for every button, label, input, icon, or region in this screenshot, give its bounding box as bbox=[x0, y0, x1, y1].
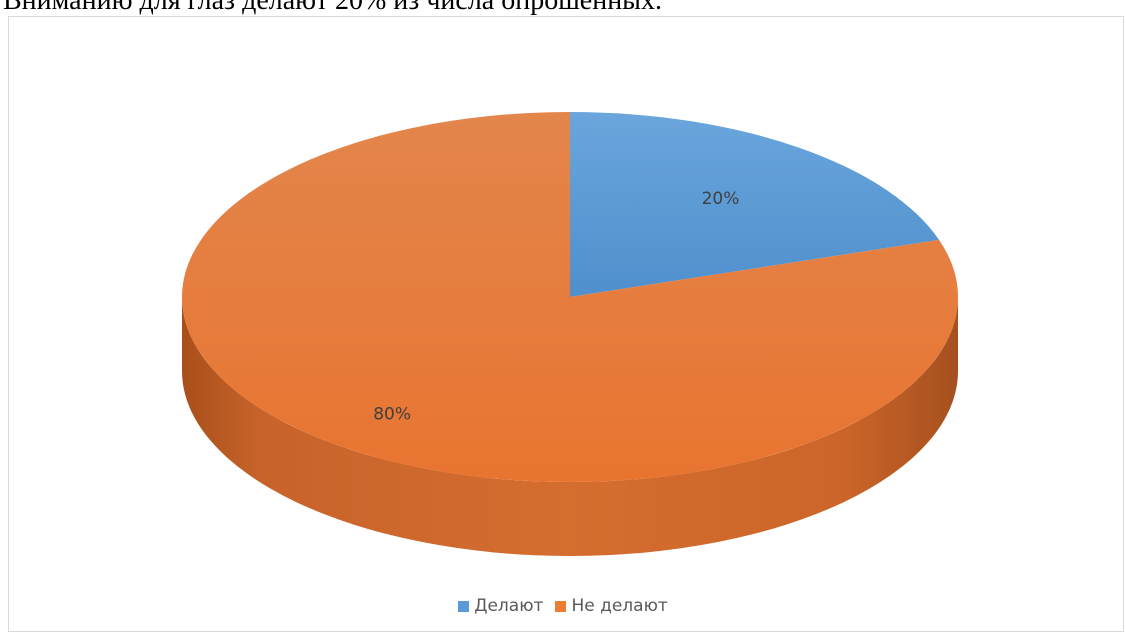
legend-swatch-orange bbox=[555, 600, 567, 612]
data-label-delayut: 20% bbox=[702, 189, 740, 209]
pie-slice-delayut bbox=[570, 112, 940, 297]
document-text-line: Вниманию для глаз делают 20% из числа оп… bbox=[3, 0, 662, 16]
legend-label-delayut: Делают bbox=[474, 596, 544, 616]
legend-item-ne-delayut: Не делают bbox=[555, 596, 668, 616]
data-label-ne-delayut: 80% bbox=[373, 405, 411, 425]
legend-item-delayut: Делают bbox=[458, 596, 543, 616]
pie-slice-ne-delayut bbox=[181, 112, 958, 483]
legend-swatch-blue bbox=[458, 600, 470, 612]
chart-legend: Делают Не делают bbox=[0, 596, 1126, 616]
legend-label-ne-delayut: Не делают bbox=[571, 596, 668, 616]
pie-side-wall bbox=[182, 297, 958, 556]
